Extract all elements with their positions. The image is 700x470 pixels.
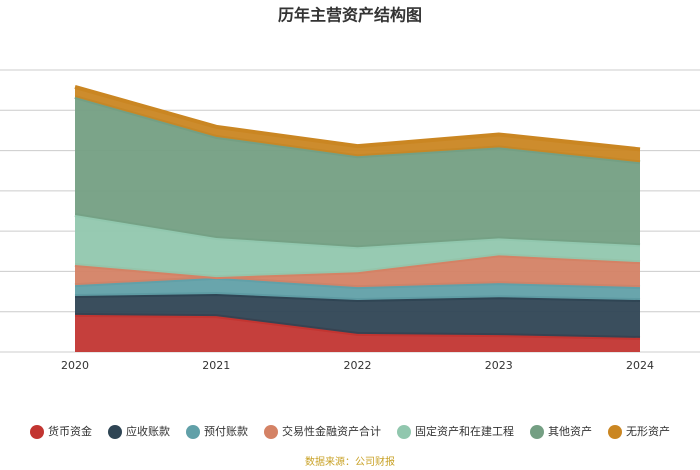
- area-line: [74, 84, 641, 152]
- area: [75, 314, 640, 352]
- area: [75, 215, 640, 278]
- area: [75, 293, 640, 338]
- legend-label: 固定资产和在建工程: [415, 424, 514, 438]
- legend-marker: [186, 425, 200, 439]
- legend-marker: [608, 425, 622, 439]
- x-tick-label: 2021: [202, 359, 230, 372]
- x-tick-label: 2023: [485, 359, 513, 372]
- legend: 货币资金 应收账款 预付账款 交易性金融资产合计 固定资产和在建工程 其他资产 无形资产: [30, 424, 670, 439]
- area: [75, 86, 640, 163]
- chart-title: 历年主营资产结构图: [278, 6, 422, 25]
- legend-label: 交易性金融资产合计: [282, 424, 381, 438]
- legend-label: 应收账款: [126, 424, 170, 438]
- legend-label: 其他资产: [548, 424, 592, 438]
- x-tick-label: 2022: [344, 359, 372, 372]
- legend-label: 无形资产: [626, 424, 670, 438]
- legend-marker: [30, 425, 44, 439]
- x-tick-label: 2024: [626, 359, 654, 372]
- footer: 数据来源：公司财报: [305, 455, 395, 468]
- legend-label: 预付账款: [204, 424, 248, 438]
- area: [75, 96, 640, 248]
- legend-marker: [264, 425, 278, 439]
- x-tick-label: 2020: [61, 359, 89, 372]
- area: [75, 255, 640, 288]
- legend-marker: [397, 425, 411, 439]
- legend-marker: [108, 425, 122, 439]
- legend-label: 货币资金: [48, 424, 92, 438]
- legend-marker: [530, 425, 544, 439]
